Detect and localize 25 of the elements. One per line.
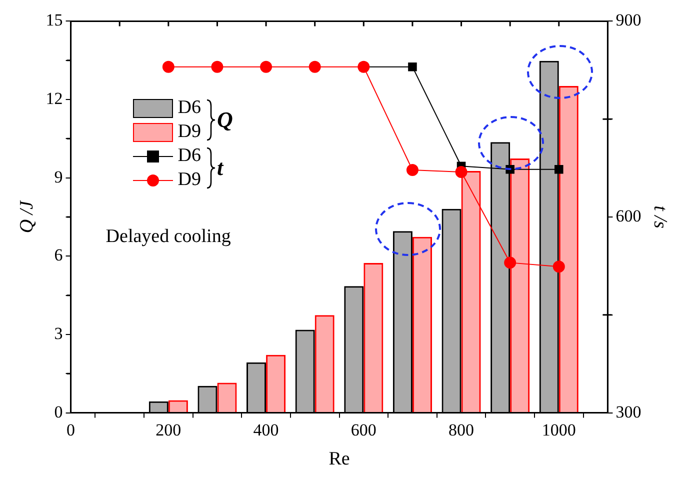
x-tick-label: 400 — [253, 420, 279, 440]
annotation: t — [217, 155, 224, 182]
annotation: Q — [217, 107, 233, 134]
y-tick-label: 0 — [54, 402, 63, 422]
legend-label: D9 — [178, 169, 202, 192]
y2-axis-title: t /s — [650, 206, 671, 228]
y-tick-label: 15 — [46, 10, 63, 30]
x-tick-label: 200 — [156, 420, 182, 440]
x-tick-label: 600 — [350, 420, 376, 440]
y-tick-label: 12 — [46, 88, 63, 108]
legend-label: D6 — [178, 97, 202, 120]
y2-tick-label: 900 — [616, 10, 642, 30]
legend-label: D6 — [178, 145, 202, 168]
x-tick-label: 1000 — [542, 420, 576, 440]
y2-tick-label: 300 — [616, 402, 642, 422]
x-axis-title: Re — [328, 448, 350, 470]
y-axis-title: Q /J — [16, 199, 38, 234]
x-tick-label: 800 — [448, 420, 474, 440]
y2-tick-label: 600 — [616, 206, 642, 226]
annotation: Delayed cooling — [106, 226, 231, 248]
y-tick-label: 3 — [54, 324, 63, 343]
y-tick-label: 6 — [54, 246, 63, 265]
legend-label: D9 — [178, 121, 202, 144]
x-tick-label: 0 — [66, 420, 76, 440]
y-tick-label: 9 — [54, 167, 63, 186]
